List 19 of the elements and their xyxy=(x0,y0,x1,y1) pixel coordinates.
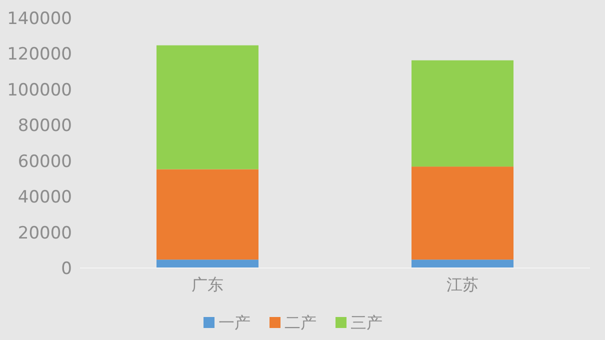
bar xyxy=(412,166,514,260)
bar xyxy=(156,169,258,260)
y-tick-label: 80000 xyxy=(18,116,72,136)
bar xyxy=(412,60,514,167)
bar xyxy=(156,260,258,268)
bar xyxy=(156,45,258,170)
legend-label: 二产 xyxy=(284,313,316,332)
y-tick-label: 20000 xyxy=(18,223,72,244)
y-tick-label: 40000 xyxy=(18,188,72,208)
legend-label: 一产 xyxy=(218,313,250,332)
y-tick-label: 120000 xyxy=(7,44,72,65)
y-tick-label: 0 xyxy=(61,259,72,279)
x-tick-label: 广东 xyxy=(192,275,224,294)
legend-label: 三产 xyxy=(350,313,382,332)
x-tick-label: 江苏 xyxy=(446,275,478,294)
y-tick-label: 60000 xyxy=(18,152,72,172)
bar xyxy=(412,260,514,268)
y-tick-label: 140000 xyxy=(7,9,72,29)
y-tick-label: 100000 xyxy=(7,80,72,100)
